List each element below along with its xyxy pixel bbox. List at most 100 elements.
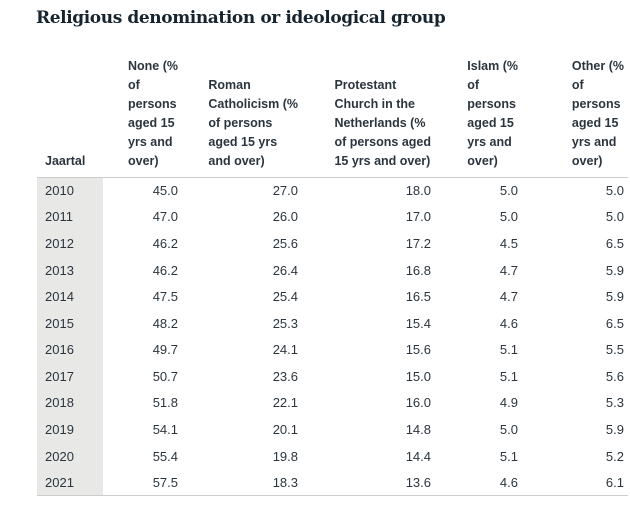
value-cell: 45.0: [152, 183, 178, 199]
value-cell: 51.8: [152, 395, 178, 411]
value-cell: 47.0: [152, 209, 178, 225]
value-cell: 16.5: [405, 289, 431, 305]
value-cell: 48.2: [152, 315, 178, 331]
table-row: 2015 48.2 25.3 15.4 4.6 6.5: [37, 309, 628, 337]
value-cell: 46.2: [152, 262, 178, 278]
value-cell: 5.0: [499, 421, 518, 437]
value-cell: 5.0: [499, 209, 518, 225]
column-header-protestant-church: Protestant Church in the Netherlands (% …: [302, 35, 435, 178]
value-cell: 14.8: [405, 421, 431, 437]
table-row: 2012 46.2 25.6 17.2 4.5 6.5: [37, 230, 628, 257]
column-header-label: Roman Catholicism (% of persons aged 15 …: [208, 77, 298, 168]
column-header-label: Jaartal: [45, 153, 86, 168]
column-header-none: None (% of persons aged 15 yrs and over): [103, 35, 182, 178]
table-row: 2016 49.7 24.1 15.6 5.1 5.5: [37, 336, 628, 364]
value-cell: 5.9: [605, 421, 624, 437]
year-cell: 2018: [37, 389, 103, 417]
value-cell: 49.7: [152, 342, 178, 358]
year-cell: 2012: [37, 230, 103, 257]
table-row: 2019 54.1 20.1 14.8 5.0 5.9: [37, 416, 628, 443]
value-cell: 22.1: [272, 395, 298, 411]
column-header-label: Islam (% of persons aged 15 yrs and over…: [467, 58, 518, 168]
value-cell: 5.1: [499, 368, 518, 384]
value-cell: 6.1: [522, 469, 628, 497]
table-row: 2014 47.5 25.4 16.5 4.7 5.9: [37, 283, 628, 310]
table-body: 2010 45.0 27.0 18.0 5.0 5.0 2011 47.0 26.0 17.0 5.…: [37, 177, 628, 497]
value-cell: 4.5: [499, 235, 518, 251]
column-header-islam: Islam (% of persons aged 15 yrs and over…: [435, 35, 522, 178]
year-cell: 2016: [37, 336, 103, 364]
value-cell: 5.2: [605, 448, 624, 464]
table-row: 2017 50.7 23.6 15.0 5.1 5.6: [37, 363, 628, 390]
value-cell: 17.0: [405, 209, 431, 225]
value-cell: 4.6: [499, 315, 518, 331]
value-cell: 5.3: [605, 395, 624, 411]
value-cell: 15.6: [405, 342, 431, 358]
value-cell: 55.4: [152, 448, 178, 464]
page-title: Religious denomination or ideological gr…: [36, 8, 446, 28]
column-header-label: None (% of persons aged 15 yrs and over): [128, 58, 178, 168]
value-cell: 5.1: [499, 448, 518, 464]
year-cell: 2015: [37, 309, 103, 337]
value-cell: 46.2: [152, 235, 178, 251]
table-row: 2020 55.4 19.8 14.4 5.1 5.2: [37, 442, 628, 470]
value-cell: 25.4: [272, 289, 298, 305]
value-cell: 20.1: [272, 421, 298, 437]
table-row: 2010 45.0 27.0 18.0 5.0 5.0: [37, 177, 628, 204]
value-cell: 19.8: [272, 448, 298, 464]
value-cell: 18.0: [405, 183, 431, 199]
value-cell: 54.1: [152, 421, 178, 437]
value-cell: 16.0: [405, 395, 431, 411]
value-cell: 5.6: [605, 368, 624, 384]
value-cell: 25.6: [272, 235, 298, 251]
value-cell: 5.0: [605, 209, 624, 225]
value-cell: 26.4: [272, 262, 298, 278]
value-cell: 18.3: [182, 469, 302, 497]
table-row: 2011 47.0 26.0 17.0 5.0 5.0: [37, 203, 628, 231]
value-cell: 15.4: [405, 315, 431, 331]
value-cell: 25.3: [272, 315, 298, 331]
value-cell: 5.9: [605, 289, 624, 305]
value-cell: 14.4: [405, 448, 431, 464]
data-table: Jaartal None (% of persons aged 15 yrs a…: [37, 35, 628, 497]
value-cell: 5.5: [605, 342, 624, 358]
value-cell: 13.6: [302, 469, 435, 497]
value-cell: 23.6: [272, 368, 298, 384]
year-cell: 2014: [37, 283, 103, 310]
value-cell: 4.6: [435, 469, 522, 497]
table-header: Jaartal None (% of persons aged 15 yrs a…: [37, 35, 628, 178]
column-header-other: Other (% of persons aged 15 yrs and over…: [522, 35, 628, 178]
column-header-jaartal: Jaartal: [37, 35, 103, 178]
value-cell: 5.9: [605, 262, 624, 278]
value-cell: 4.7: [499, 289, 518, 305]
year-cell: 2017: [37, 363, 103, 390]
value-cell: 16.8: [405, 262, 431, 278]
value-cell: 6.5: [605, 315, 624, 331]
year-cell: 2021: [37, 469, 103, 497]
value-cell: 5.0: [499, 183, 518, 199]
column-header-label: Protestant Church in the Netherlands (% …: [334, 77, 431, 168]
table-row: 2021 57.5 18.3 13.6 4.6 6.1: [37, 469, 628, 497]
value-cell: 26.0: [272, 209, 298, 225]
value-cell: 4.7: [499, 262, 518, 278]
year-cell: 2011: [37, 203, 103, 231]
value-cell: 5.1: [499, 342, 518, 358]
value-cell: 5.0: [605, 183, 624, 199]
value-cell: 4.9: [499, 395, 518, 411]
table-row: 2018 51.8 22.1 16.0 4.9 5.3: [37, 389, 628, 417]
value-cell: 17.2: [405, 235, 431, 251]
year-cell: 2010: [37, 177, 103, 204]
value-cell: 27.0: [272, 183, 298, 199]
value-cell: 57.5: [103, 469, 182, 497]
header-row: Jaartal None (% of persons aged 15 yrs a…: [37, 35, 628, 178]
column-header-label: Other (% of persons aged 15 yrs and over…: [571, 58, 624, 168]
year-cell: 2020: [37, 442, 103, 470]
column-header-roman-catholicism: Roman Catholicism (% of persons aged 15 …: [182, 35, 302, 178]
value-cell: 47.5: [152, 289, 178, 305]
value-cell: 50.7: [152, 368, 178, 384]
value-cell: 6.5: [605, 235, 624, 251]
value-cell: 24.1: [272, 342, 298, 358]
value-cell: 15.0: [405, 368, 431, 384]
year-cell: 2013: [37, 256, 103, 284]
